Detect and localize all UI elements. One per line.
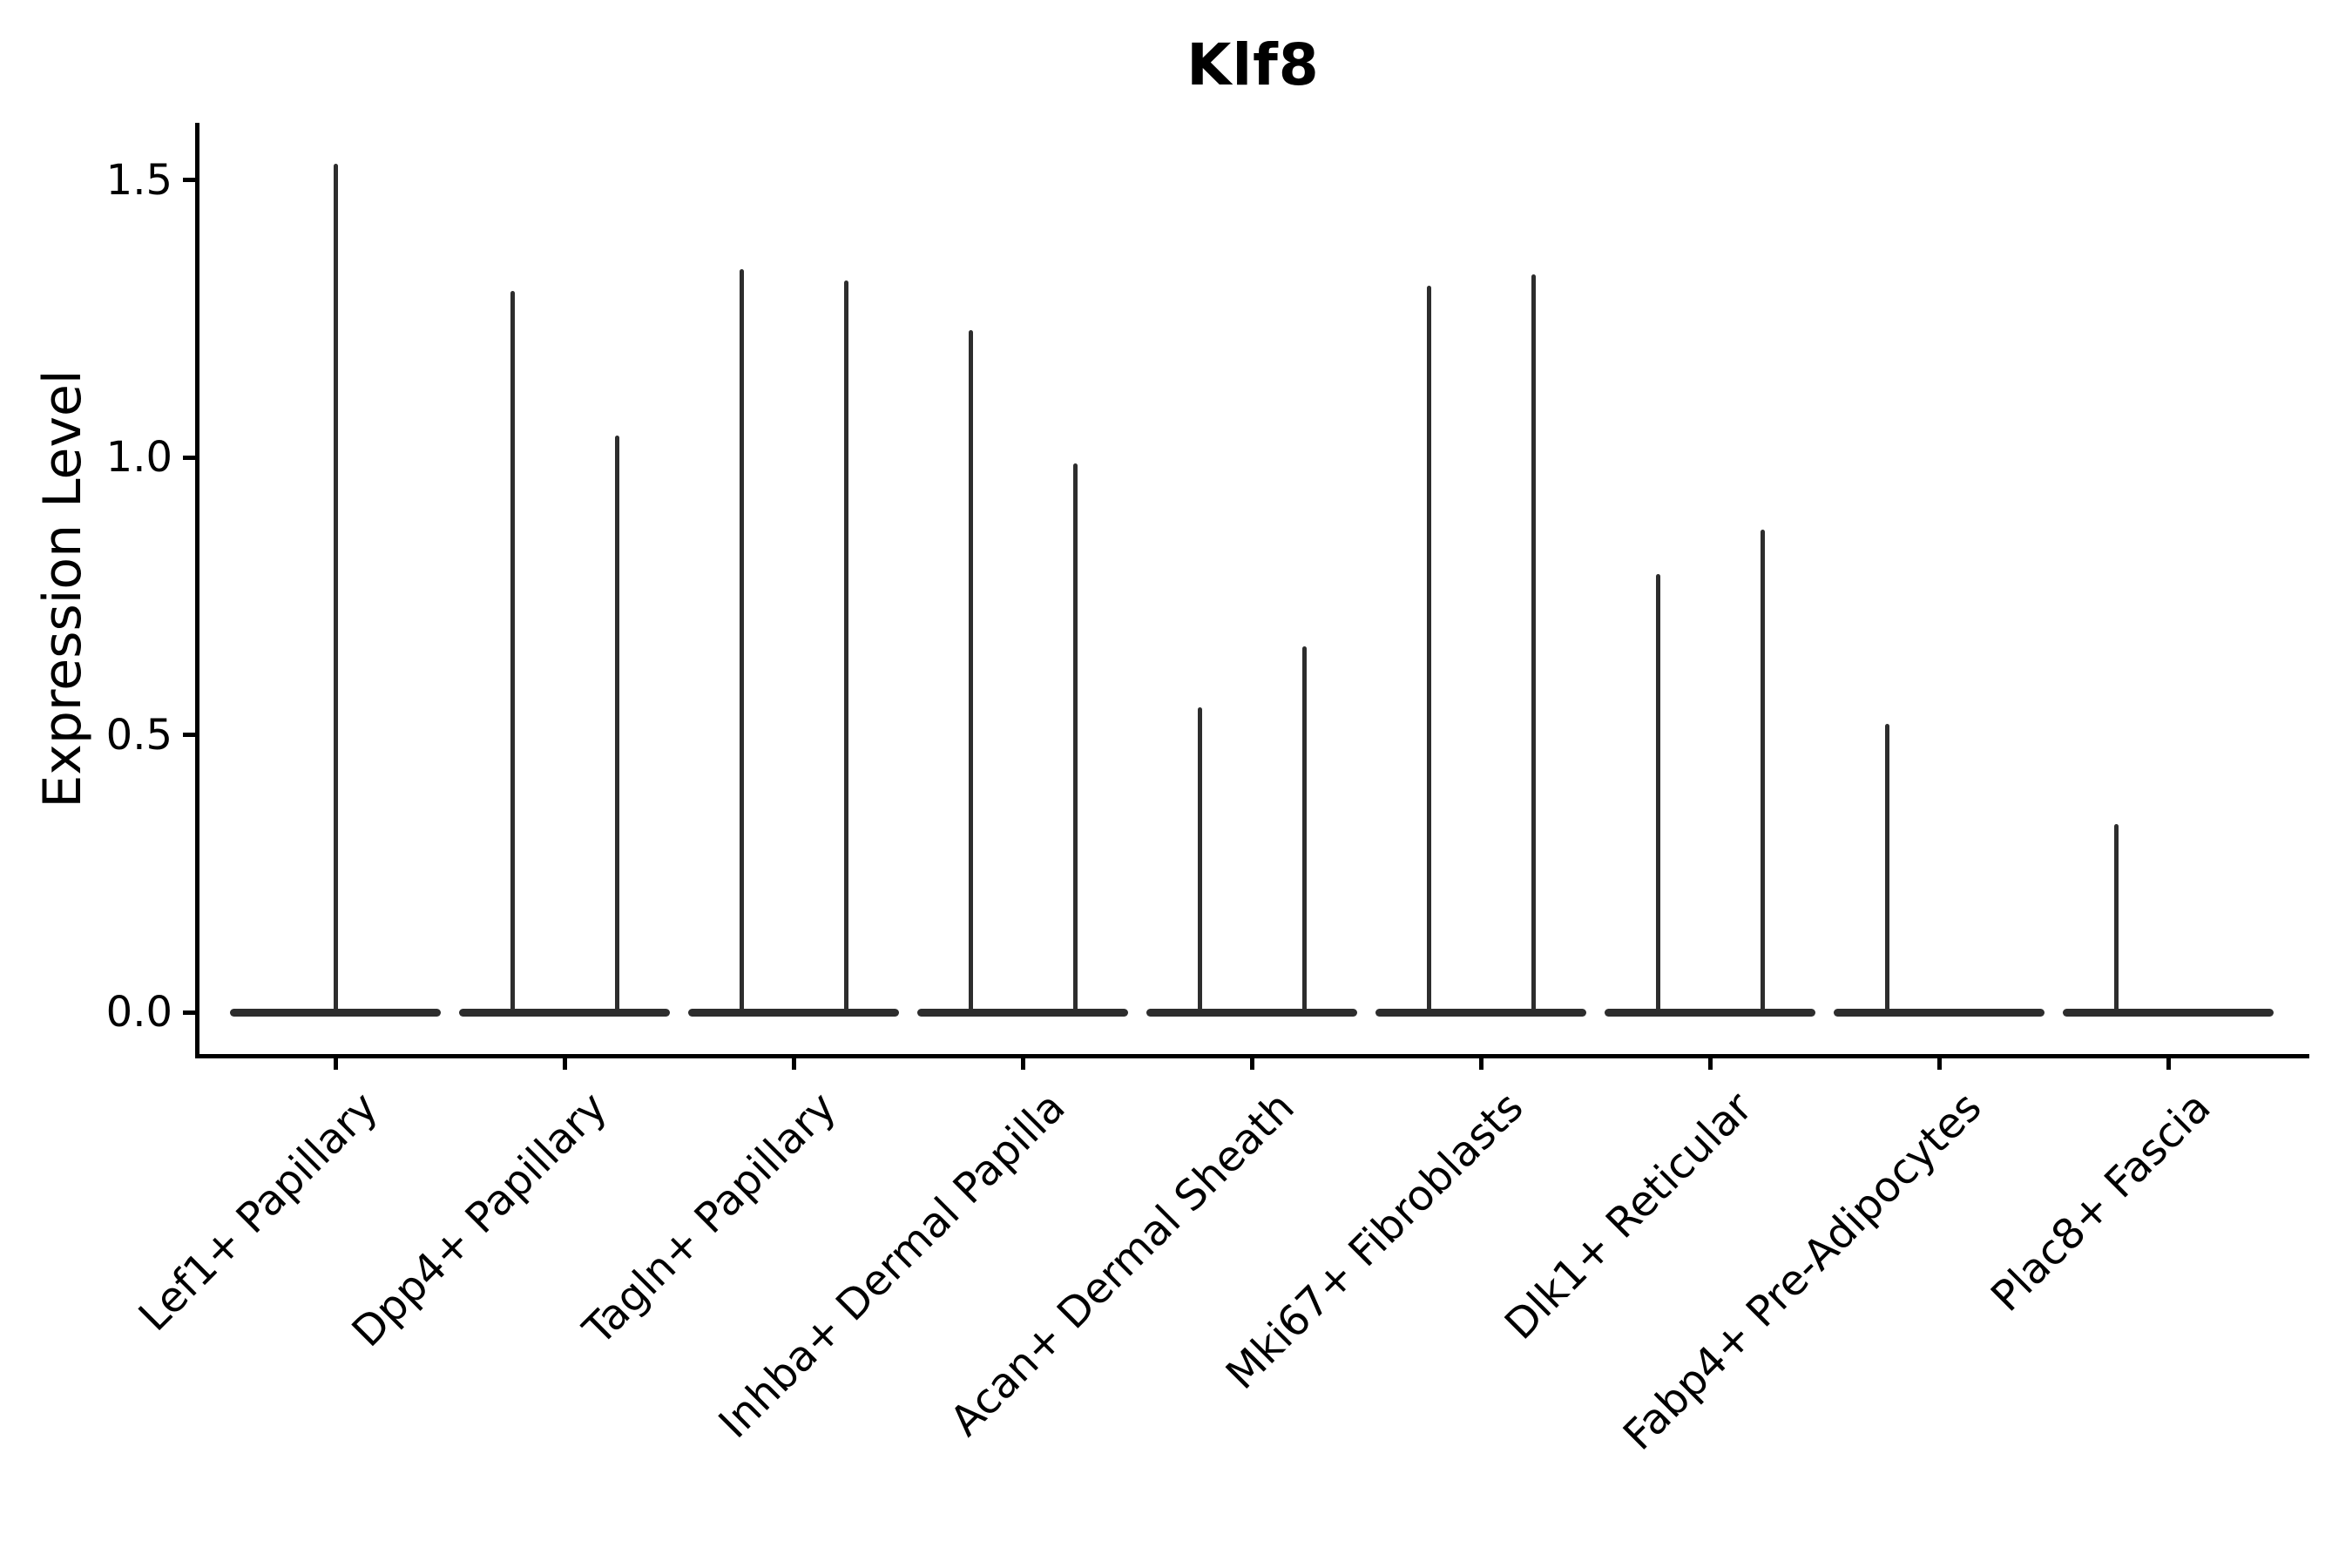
violin-base bbox=[459, 1008, 670, 1017]
y-tick-label: 0.5 bbox=[105, 710, 172, 760]
x-tick-label: Plac8+ Fascia bbox=[1982, 1083, 2352, 1321]
y-tick-mark bbox=[183, 733, 197, 738]
violin-spike bbox=[739, 268, 744, 1012]
y-tick-mark bbox=[183, 455, 197, 460]
violin-base bbox=[688, 1008, 899, 1017]
x-tick-mark bbox=[1020, 1056, 1025, 1070]
violin-spike bbox=[1760, 530, 1765, 1012]
violin-base bbox=[917, 1008, 1128, 1017]
y-tick-mark bbox=[183, 1010, 197, 1015]
violin-spike bbox=[2113, 823, 2119, 1012]
violin-spike bbox=[843, 280, 848, 1012]
x-tick-mark bbox=[1707, 1056, 1713, 1070]
violin-spike bbox=[614, 435, 619, 1012]
x-tick-label-text: Lef1+ Papillary bbox=[129, 1083, 388, 1341]
x-tick-mark bbox=[1936, 1056, 1942, 1070]
x-tick-mark bbox=[2166, 1056, 2171, 1070]
x-tick-mark bbox=[562, 1056, 567, 1070]
x-tick-mark bbox=[1249, 1056, 1254, 1070]
violin-base bbox=[230, 1008, 441, 1017]
violin-spike bbox=[1426, 285, 1431, 1012]
violin-spike bbox=[333, 163, 338, 1012]
violin-base bbox=[1146, 1008, 1357, 1017]
violin-base bbox=[1834, 1008, 2044, 1017]
y-tick-label: 1.5 bbox=[105, 155, 172, 205]
chart-title: Klf8 bbox=[1186, 31, 1320, 98]
y-tick-label: 0.0 bbox=[105, 988, 172, 1037]
violin-spike bbox=[510, 291, 515, 1012]
y-axis-spine bbox=[195, 123, 199, 1058]
violin-spike bbox=[1531, 274, 1536, 1012]
violin-spike bbox=[1655, 574, 1660, 1012]
x-tick-mark bbox=[791, 1056, 796, 1070]
violin-spike bbox=[1884, 723, 1889, 1012]
violin-spike bbox=[1301, 645, 1307, 1012]
violin-base bbox=[1375, 1008, 1586, 1017]
x-tick-mark bbox=[333, 1056, 338, 1070]
violin-spike bbox=[1072, 463, 1078, 1012]
violin-spike bbox=[1197, 706, 1202, 1012]
violin-base bbox=[1605, 1008, 1815, 1017]
x-tick-mark bbox=[1478, 1056, 1484, 1070]
violin-base bbox=[2063, 1008, 2274, 1017]
y-tick-mark bbox=[183, 178, 197, 183]
y-tick-label: 1.0 bbox=[105, 433, 172, 483]
violin-spike bbox=[968, 329, 973, 1012]
